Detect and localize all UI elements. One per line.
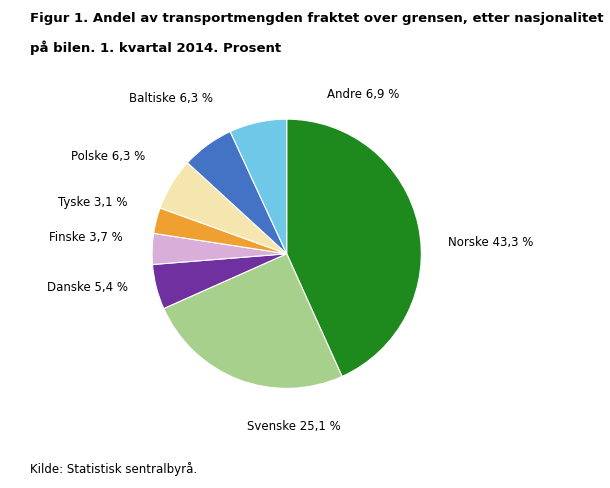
Text: Danske 5,4 %: Danske 5,4 % [47, 281, 128, 294]
Text: på bilen. 1. kvartal 2014. Prosent: på bilen. 1. kvartal 2014. Prosent [30, 40, 282, 55]
Text: Svenske 25,1 %: Svenske 25,1 % [246, 420, 340, 432]
Wedge shape [154, 208, 287, 254]
Wedge shape [163, 254, 342, 388]
Wedge shape [287, 119, 422, 376]
Text: Kilde: Statistisk sentralbyrå.: Kilde: Statistisk sentralbyrå. [30, 462, 198, 476]
Wedge shape [187, 132, 287, 254]
Wedge shape [152, 254, 287, 308]
Text: Polske 6,3 %: Polske 6,3 % [71, 150, 145, 163]
Text: Tyske 3,1 %: Tyske 3,1 % [59, 196, 128, 209]
Text: Andre 6,9 %: Andre 6,9 % [327, 88, 400, 102]
Wedge shape [230, 119, 287, 254]
Text: Norske 43,3 %: Norske 43,3 % [448, 237, 534, 249]
Wedge shape [152, 233, 287, 264]
Text: Finske 3,7 %: Finske 3,7 % [49, 231, 123, 244]
Text: Baltiske 6,3 %: Baltiske 6,3 % [129, 92, 213, 105]
Text: Figur 1. Andel av transportmengden fraktet over grensen, etter nasjonalitet: Figur 1. Andel av transportmengden frakt… [30, 12, 604, 25]
Wedge shape [160, 163, 287, 254]
